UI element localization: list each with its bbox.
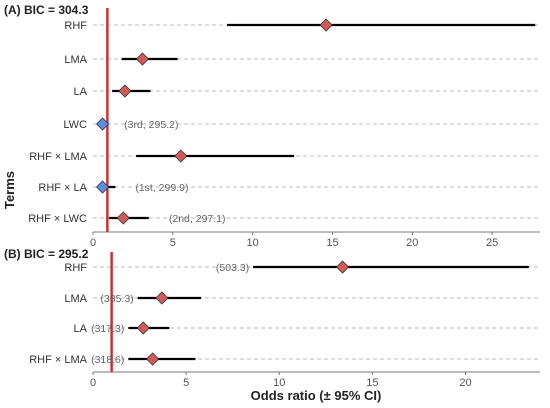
x-tick-label: 0	[90, 237, 96, 249]
row-annotation: (1st, 299.9)	[135, 182, 188, 194]
term-label: RHF × LA	[38, 182, 87, 194]
odds-ratio-marker	[96, 180, 110, 194]
row-annotation: (335.3)	[100, 293, 133, 305]
odds-ratio-marker	[319, 18, 333, 32]
x-tick-label: 10	[247, 237, 259, 249]
panel-a-title: (A) BIC = 304.3	[4, 3, 89, 17]
term-label: RHF × LMA	[29, 354, 87, 366]
panel-a: (A) BIC = 304.3 0 5 10 15 20 25 RHF LMA LA LWC RHF…	[4, 3, 540, 249]
x-tick-label: 10	[273, 377, 285, 389]
odds-ratio-marker	[135, 52, 150, 66]
term-label: RHF × LMA	[29, 151, 87, 163]
x-tick-label: 5	[183, 377, 189, 389]
term-label: RHF × LWC	[28, 213, 87, 225]
term-label: RHF	[64, 20, 87, 32]
term-label: LMA	[64, 54, 87, 66]
odds-ratio-marker	[174, 149, 188, 163]
term-label: LWC	[63, 119, 87, 131]
row-annotation: (3rd, 295.2)	[124, 119, 178, 131]
row-annotation: (317.3)	[91, 323, 124, 335]
x-tick-label: 20	[406, 237, 418, 249]
x-tick-label: 20	[459, 377, 471, 389]
x-tick-label: 25	[486, 237, 498, 249]
x-axis-title: Odds ratio (± 95% CI)	[251, 388, 382, 403]
x-tick-label: 15	[366, 377, 378, 389]
odds-ratio-marker	[146, 352, 160, 366]
term-label: LMA	[64, 293, 87, 305]
term-label: RHF	[64, 262, 87, 274]
x-tick-label: 0	[90, 377, 96, 389]
row-annotation: (318.6)	[91, 354, 124, 366]
row-annotation: (503.3)	[216, 262, 249, 274]
odds-ratio-marker	[155, 291, 169, 305]
odds-ratio-marker	[96, 117, 110, 131]
odds-ratio-marker	[116, 211, 130, 225]
row-annotation: (2nd, 297.1)	[169, 213, 226, 225]
x-tick-label: 15	[326, 237, 338, 249]
panel-b-title: (B) BIC = 295.2	[4, 247, 89, 261]
x-tick-label: 5	[170, 237, 176, 249]
odds-ratio-marker	[118, 84, 132, 98]
y-axis-title: Terms	[2, 171, 17, 209]
panel-b: (B) BIC = 295.2 0 5 10 15 20 RHF LMA LA RHF × LM…	[4, 247, 540, 389]
odds-ratio-marker	[136, 321, 150, 335]
term-label: LA	[74, 323, 88, 335]
odds-ratio-marker	[336, 260, 350, 274]
term-label: LA	[74, 86, 88, 98]
